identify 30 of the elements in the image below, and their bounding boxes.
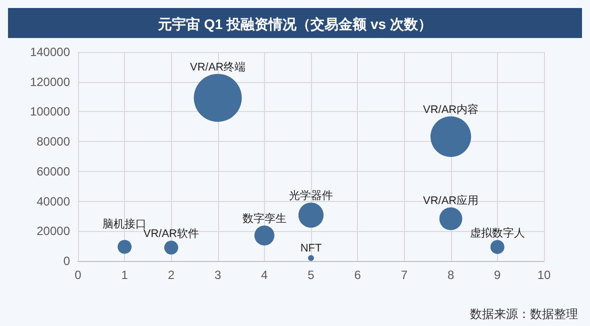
series-label: NFT <box>300 242 322 255</box>
y-tick-label: 40000 <box>36 194 70 208</box>
series-label: 数字孪生 <box>242 212 286 225</box>
x-tick-label: 1 <box>121 268 128 282</box>
x-tick-label: 2 <box>168 268 175 282</box>
x-tick-label: 6 <box>354 268 362 282</box>
series-label: VR/AR内容 <box>422 102 479 116</box>
y-tick-label: 120000 <box>30 74 70 89</box>
series-label: 光学器件 <box>289 189 333 202</box>
series-label: 虚拟数字人 <box>470 226 525 240</box>
series-label: VR/AR终端 <box>190 60 246 74</box>
x-tick-label: 7 <box>400 268 408 282</box>
series-label: 脑机接口 <box>102 217 147 230</box>
x-tick-label: 4 <box>261 268 268 282</box>
y-tick-label: 80000 <box>36 134 70 149</box>
y-tick-label: 140000 <box>30 45 70 59</box>
y-tick-label: 60000 <box>36 164 70 178</box>
x-tick-label: 5 <box>308 268 315 282</box>
chart-title: 元宇宙 Q1 投融资情况（交易金额 vs 次数） <box>157 16 432 32</box>
y-tick-label: 0 <box>63 254 70 268</box>
x-tick-label: 0 <box>74 268 82 282</box>
series-label: VR/AR应用 <box>422 194 479 207</box>
series-label: VR/AR软件 <box>143 228 200 240</box>
y-tick-label: 20000 <box>36 224 70 238</box>
x-tick-label: 3 <box>214 268 222 282</box>
y-tick-label: 100000 <box>30 104 70 119</box>
x-tick-label: 9 <box>494 268 502 282</box>
x-tick-label: 8 <box>447 268 454 282</box>
source-note: 数据来源：数据整理 <box>470 307 578 321</box>
x-tick-label: 10 <box>537 268 551 282</box>
